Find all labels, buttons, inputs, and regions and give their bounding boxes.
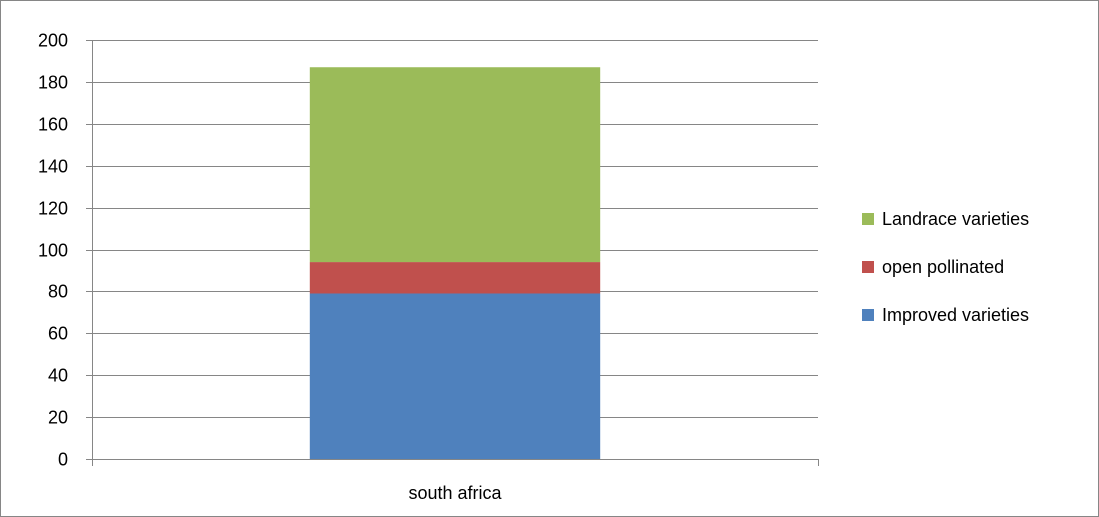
legend-swatch	[862, 213, 874, 225]
y-tick-label: 80	[48, 282, 68, 302]
legend-label: Landrace varieties	[882, 209, 1029, 229]
y-tick-label: 180	[38, 73, 68, 93]
bar-segment-improved-varieties	[309, 293, 601, 459]
y-tick-label: 200	[38, 31, 68, 51]
y-tick-label: 40	[48, 366, 68, 386]
legend-swatch	[862, 261, 874, 273]
x-tick-labels: south africa	[408, 483, 502, 503]
y-tick-label: 20	[48, 408, 68, 428]
y-tick-label: 100	[38, 241, 68, 261]
legend: Landrace varieties open pollinated Improve…	[862, 209, 1029, 325]
y-tick-labels: 0 20 40 60 80 100 120 140 160 180 200	[38, 31, 68, 470]
y-tick-label: 0	[58, 450, 68, 470]
y-tick-label: 160	[38, 115, 68, 135]
axes	[86, 40, 819, 466]
legend-label: Improved varieties	[882, 305, 1029, 325]
bar-segment-open-pollinated	[309, 262, 601, 294]
x-tick-label: south africa	[408, 483, 502, 503]
y-tick-label: 60	[48, 324, 68, 344]
legend-label: open pollinated	[882, 257, 1004, 277]
bars	[309, 67, 601, 459]
y-tick-label: 120	[38, 199, 68, 219]
bar-segment-landrace-varieties	[309, 67, 601, 263]
legend-swatch	[862, 309, 874, 321]
y-tick-label: 140	[38, 157, 68, 177]
